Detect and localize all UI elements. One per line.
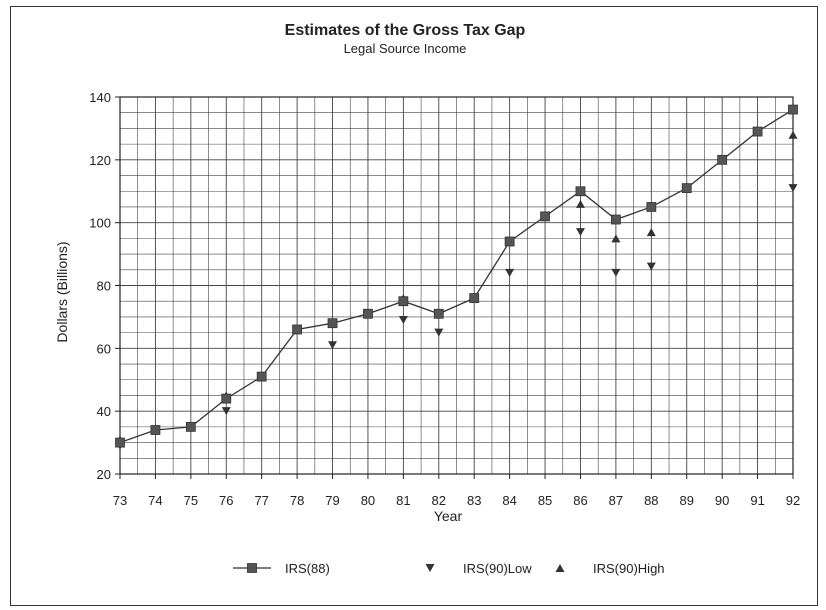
data-point xyxy=(505,268,515,277)
axes: 20 40 60 80 100 120 140 73 74 75 76 77 78 79 80 81 82 83 8… xyxy=(89,90,800,508)
data-point xyxy=(150,425,161,435)
series-line xyxy=(119,109,794,444)
data-point xyxy=(540,211,550,222)
data-point xyxy=(752,126,763,137)
legend: IRS(88) IRS(90)Low IRS(90)High xyxy=(233,561,665,576)
chart-title: Estimates of the Gross Tax Gap xyxy=(285,22,526,39)
data-point xyxy=(292,324,303,335)
data-point xyxy=(363,308,373,319)
series-irs-88- xyxy=(115,104,798,448)
y-tick-label: 40 xyxy=(97,404,111,419)
x-tick-label: 84 xyxy=(502,493,516,508)
y-tick-label: 140 xyxy=(89,90,111,105)
data-point xyxy=(788,104,798,115)
data-point xyxy=(328,341,338,350)
data-point xyxy=(221,407,231,416)
x-tick-label: 75 xyxy=(184,493,198,508)
data-point xyxy=(185,421,196,432)
chart-subtitle: Legal Source Income xyxy=(344,41,467,56)
data-point xyxy=(327,318,338,329)
legend-marker xyxy=(425,564,435,572)
grid xyxy=(119,96,794,475)
x-tick-label: 86 xyxy=(573,493,587,508)
y-tick-label: 60 xyxy=(97,341,111,356)
data-point xyxy=(681,183,692,194)
x-tick-label: 83 xyxy=(467,493,481,508)
data-point xyxy=(469,293,480,303)
series-marks xyxy=(115,104,798,450)
data-point xyxy=(788,184,798,193)
data-point xyxy=(221,393,232,404)
data-point xyxy=(398,296,409,307)
data-point xyxy=(575,186,586,197)
data-point xyxy=(575,228,585,237)
data-point xyxy=(788,130,798,139)
x-tick-label: 73 xyxy=(113,493,127,508)
chart: Estimates of the Gross Tax Gap Legal Sou… xyxy=(54,22,800,576)
data-point xyxy=(646,262,656,271)
data-point xyxy=(256,371,267,382)
legend-marker xyxy=(555,564,565,572)
legend-label: IRS(88) xyxy=(285,561,330,576)
x-tick-label: 79 xyxy=(325,493,339,508)
x-tick-label: 89 xyxy=(680,493,694,508)
data-point xyxy=(504,236,515,247)
x-tick-label: 85 xyxy=(538,493,552,508)
x-tick-label: 87 xyxy=(609,493,623,508)
x-tick-label: 74 xyxy=(148,493,162,508)
data-point xyxy=(611,268,621,277)
data-point xyxy=(611,234,621,243)
series-irs-90-low xyxy=(115,184,798,450)
x-tick-label: 78 xyxy=(290,493,304,508)
legend-item: IRS(90)High xyxy=(555,561,665,576)
legend-item: IRS(88) xyxy=(233,561,330,576)
legend-label: IRS(90)Low xyxy=(463,561,532,576)
data-point xyxy=(646,202,657,212)
x-tick-label: 91 xyxy=(750,493,764,508)
x-tick-label: 90 xyxy=(715,493,729,508)
x-tick-label: 77 xyxy=(254,493,268,508)
data-point xyxy=(434,328,444,337)
x-tick-label: 80 xyxy=(361,493,375,508)
data-point xyxy=(717,154,728,165)
y-tick-label: 80 xyxy=(97,279,111,294)
x-tick-label: 88 xyxy=(644,493,658,508)
legend-item: IRS(90)Low xyxy=(425,561,532,576)
legend-marker xyxy=(247,563,257,573)
y-tick-label: 120 xyxy=(89,153,111,168)
data-point xyxy=(575,199,585,208)
legend-label: IRS(90)High xyxy=(593,561,665,576)
data-point xyxy=(610,214,621,225)
x-tick-label: 81 xyxy=(396,493,410,508)
data-point xyxy=(115,437,125,448)
y-axis-label: Dollars (Billions) xyxy=(54,241,70,342)
data-point xyxy=(398,316,408,325)
data-point xyxy=(433,308,444,319)
x-tick-label: 76 xyxy=(219,493,233,508)
x-axis-label: Year xyxy=(434,508,463,524)
data-point xyxy=(646,228,656,237)
y-tick-label: 100 xyxy=(89,216,111,231)
x-tick-label: 92 xyxy=(786,493,800,508)
chart-frame: Estimates of the Gross Tax Gap Legal Sou… xyxy=(10,6,818,606)
y-tick-label: 20 xyxy=(97,467,111,482)
x-tick-label: 82 xyxy=(432,493,446,508)
